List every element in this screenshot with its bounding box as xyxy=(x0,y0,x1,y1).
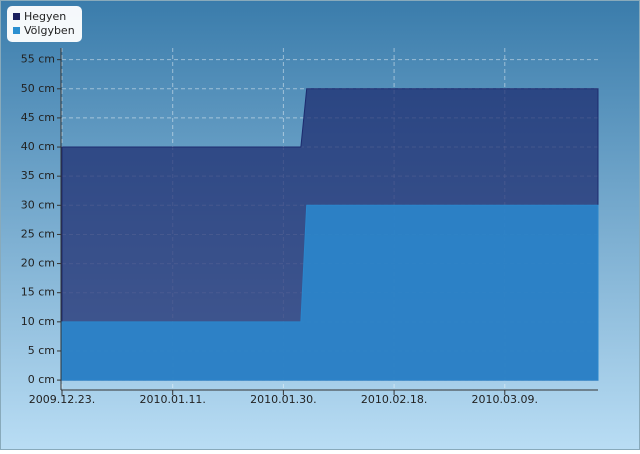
x-tick-label: 2010.02.18. xyxy=(361,393,427,406)
y-tick-label: 20 cm xyxy=(21,257,55,270)
legend-label: Völgyben xyxy=(24,24,75,37)
y-tick-label: 25 cm xyxy=(21,227,55,240)
y-tick-label: 0 cm xyxy=(28,373,55,386)
x-tick-label: 2010.03.09. xyxy=(472,393,538,406)
y-tick-label: 55 cm xyxy=(21,53,55,66)
legend-marker xyxy=(13,13,20,20)
y-tick-label: 5 cm xyxy=(28,344,55,357)
legend-marker xyxy=(13,27,20,34)
legend-box xyxy=(7,6,82,42)
y-tick-label: 45 cm xyxy=(21,111,55,124)
x-tick-label: 2009.12.23. xyxy=(29,393,95,406)
x-tick-label: 2010.01.11. xyxy=(139,393,205,406)
area xyxy=(61,204,599,381)
y-tick-label: 35 cm xyxy=(21,169,55,182)
y-tick-label: 40 cm xyxy=(21,140,55,153)
x-tick-label: 2010.01.30. xyxy=(250,393,316,406)
y-tick-label: 30 cm xyxy=(21,198,55,211)
y-tick-label: 15 cm xyxy=(21,286,55,299)
y-tick-label: 50 cm xyxy=(21,82,55,95)
legend-label: Hegyen xyxy=(24,10,66,23)
y-tick-label: 10 cm xyxy=(21,315,55,328)
